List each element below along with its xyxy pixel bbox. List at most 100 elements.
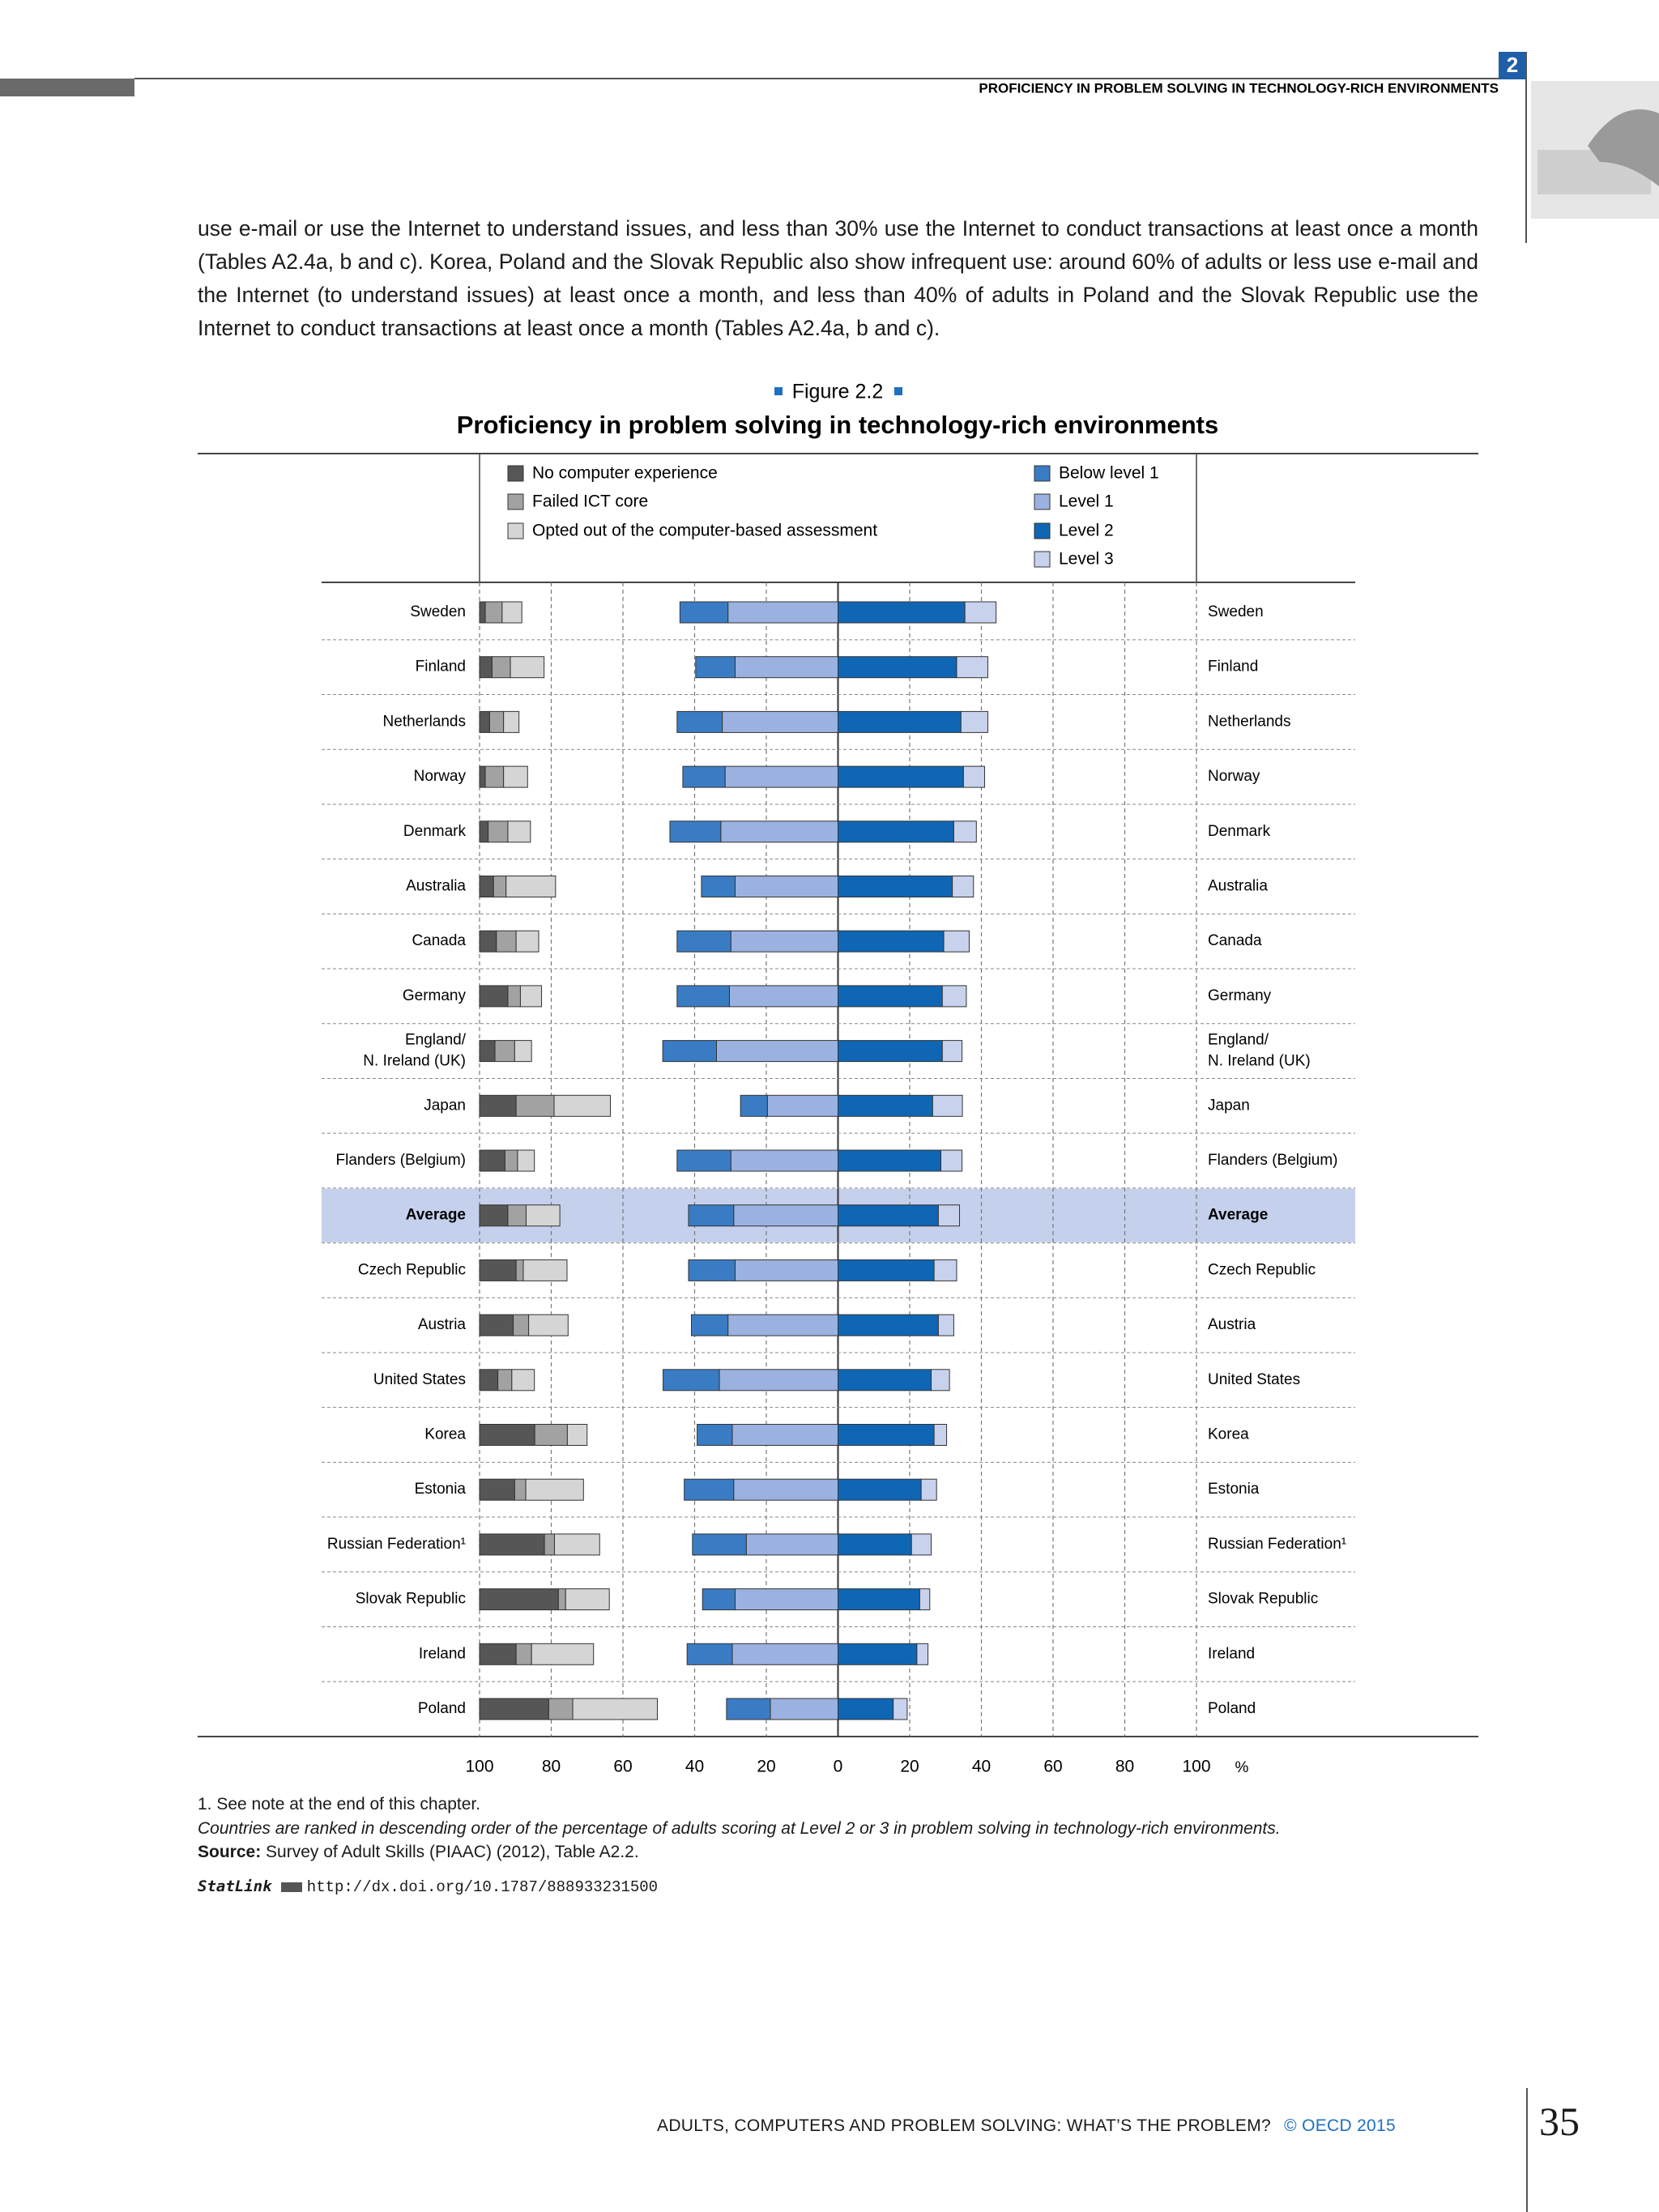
book-title: ADULTS, COMPUTERS AND PROBLEM SOLVING: W… [657, 2116, 1396, 2136]
bar-segment [919, 1588, 931, 1611]
bar-segment [727, 601, 839, 624]
category-label: Russian Federation¹ [327, 1536, 466, 1553]
statlink-label: StatLink [198, 1877, 272, 1895]
statlink-url[interactable]: http://dx.doi.org/10.1787/888933231500 [306, 1878, 659, 1896]
bar-segment [937, 1204, 961, 1227]
bar-segment [484, 601, 503, 624]
legend-label: No computer experience [532, 464, 718, 483]
bar-segment [682, 765, 726, 788]
category-label-line: N. Ireland (UK) [363, 1053, 466, 1070]
x-tick-label: 20 [900, 1758, 919, 1776]
bar-segment [740, 1094, 768, 1117]
bar-segment [960, 710, 988, 733]
bar-segment [838, 1094, 933, 1117]
bar-segment [515, 1259, 524, 1281]
legend-swatch [1034, 551, 1051, 568]
category-label: Poland [418, 1700, 466, 1717]
figure-bullet [894, 387, 902, 395]
bar-segment [697, 1424, 733, 1446]
bar-segment [501, 601, 522, 624]
legend-label: Below level 1 [1059, 464, 1159, 483]
category-label: Sweden [410, 603, 466, 620]
category-label: Korea [424, 1426, 466, 1443]
x-tick-label: 40 [972, 1758, 991, 1776]
bar-segment [715, 1040, 838, 1063]
legend-label: Level 3 [1059, 550, 1114, 569]
bar-segment [479, 1204, 509, 1227]
bar-segment [770, 1698, 838, 1720]
bar-segment [497, 1369, 513, 1392]
category-label: Netherlands [1208, 713, 1290, 730]
bar-segment [731, 1643, 839, 1665]
bar-segment [745, 1533, 838, 1556]
bar-segment [932, 1094, 963, 1117]
bar-segment [688, 1259, 736, 1281]
category-label: United States [373, 1371, 466, 1388]
bar-segment [479, 876, 494, 897]
bar-segment [479, 1040, 496, 1063]
category-label-line: England/ [1208, 1032, 1269, 1049]
bar-segment [953, 820, 977, 843]
category-label: Netherlands [383, 713, 466, 730]
bar-segment [735, 656, 838, 679]
bar-segment [727, 1314, 839, 1336]
legend-label: Level 1 [1059, 492, 1114, 511]
bar-segment [479, 1588, 559, 1611]
bar-segment [838, 820, 954, 843]
bar-segment [920, 1478, 937, 1501]
bar-segment [522, 1259, 568, 1281]
bar-segment [695, 656, 736, 679]
bar-segment [893, 1698, 908, 1720]
legend-label: Level 2 [1059, 522, 1114, 540]
x-tick-label: 60 [613, 1758, 632, 1776]
category-label-line: N. Ireland (UK) [1208, 1053, 1311, 1070]
bar-segment [553, 1533, 600, 1556]
bar-segment [838, 710, 962, 733]
bar-segment [488, 710, 505, 733]
bar-segment [838, 985, 943, 1008]
bar-segment [531, 1643, 595, 1665]
bar-segment [730, 930, 838, 953]
bar-segment [479, 820, 489, 843]
hand-shape [1588, 109, 1659, 186]
bar-segment [964, 601, 997, 624]
bar-segment [956, 656, 988, 679]
bar-segment [676, 1149, 731, 1172]
bar-segment [510, 656, 545, 679]
footer-rule [1526, 2088, 1528, 2212]
copyright: © OECD 2015 [1284, 2116, 1396, 2135]
bar-segment [688, 1204, 735, 1227]
category-label: Austria [1208, 1316, 1256, 1333]
bar-segment [838, 1369, 932, 1392]
bar-segment [494, 1040, 515, 1063]
category-label: Japan [1208, 1097, 1250, 1114]
bar-segment [911, 1533, 932, 1556]
bar-segment [838, 1149, 941, 1172]
bar-segment [838, 1204, 939, 1227]
bar-segment [528, 1314, 569, 1336]
bar-segment [684, 1478, 735, 1501]
bar-segment [766, 1094, 839, 1117]
source-label: Source: [198, 1843, 262, 1861]
bar-segment [513, 1314, 530, 1336]
bar-segment [479, 710, 490, 733]
category-label: Poland [1208, 1700, 1256, 1717]
category-label: Norway [414, 768, 467, 785]
bar-segment [733, 1204, 838, 1227]
category-label: Ireland [1208, 1645, 1255, 1662]
statlink-icon [280, 1882, 302, 1892]
category-label: Germany [403, 987, 467, 1004]
category-label: Finland [416, 658, 466, 676]
bar-segment [676, 930, 731, 953]
x-tick-label: 0 [834, 1758, 843, 1776]
bar-segment [838, 1424, 935, 1446]
figure-bullet [774, 387, 783, 395]
category-label: Slovak Republic [1208, 1591, 1318, 1608]
bar-segment [507, 985, 521, 1008]
bar-segment [515, 1094, 555, 1117]
bar-segment [479, 1094, 517, 1117]
bar-segment [514, 1478, 527, 1501]
category-label: Finland [1208, 658, 1258, 676]
bar-segment [557, 1588, 566, 1611]
